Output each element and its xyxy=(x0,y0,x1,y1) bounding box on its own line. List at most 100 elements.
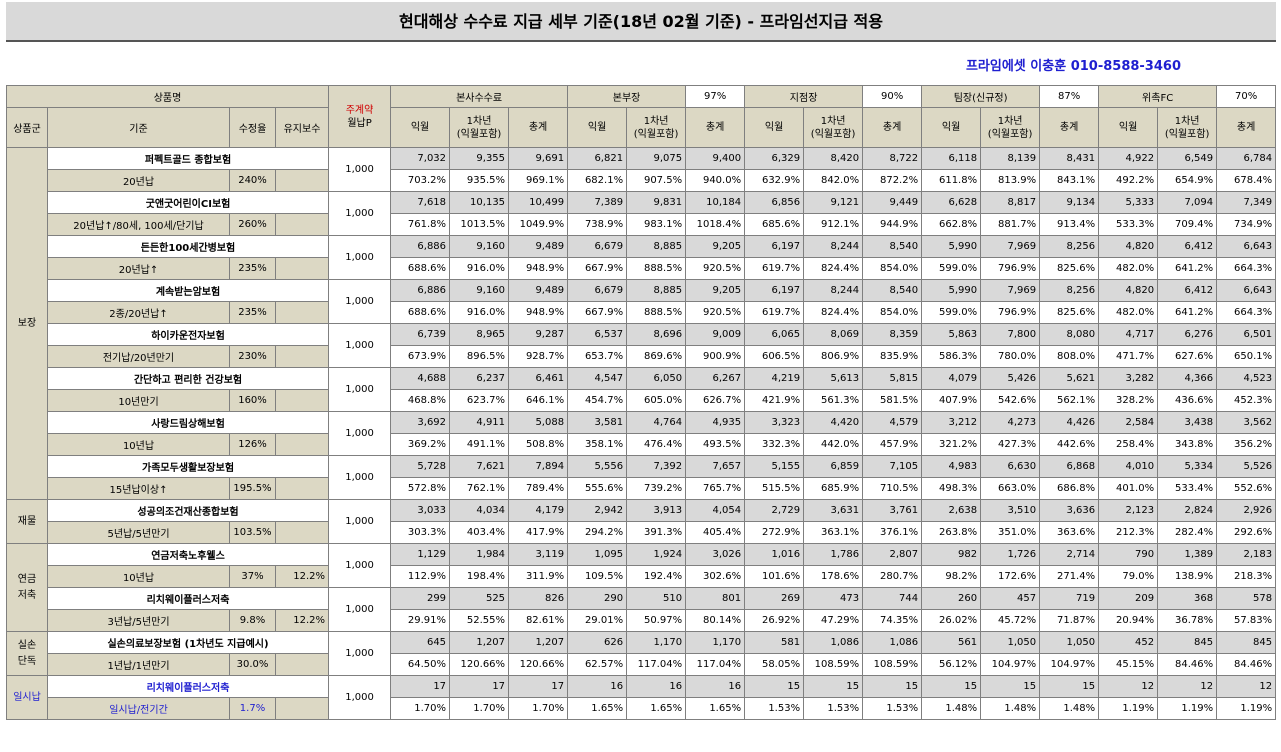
commission-pct: 108.59% xyxy=(803,653,864,676)
commission-value: 15 xyxy=(744,675,805,698)
product-name: 계속받는암보험 xyxy=(46,279,330,302)
product-pct-row: 1년납/1년만기 30.0% 64.50% 120.66% 120.66% 62.57% 1… xyxy=(7,653,1277,676)
commission-value: 6,197 xyxy=(744,279,805,302)
commission-value: 6,050 xyxy=(626,367,687,390)
commission-pct: 796.9% xyxy=(980,257,1041,280)
commission-pct: 302.6% xyxy=(685,565,746,588)
commission-pct: 813.9% xyxy=(980,169,1041,192)
monthly-premium: 1,000 xyxy=(328,499,392,544)
commission-value: 16 xyxy=(685,675,746,698)
commission-value: 4,820 xyxy=(1098,279,1159,302)
product-name: 실손의료보장보험 (1차년도 지급예시) xyxy=(46,631,330,654)
commission-pct: 843.1% xyxy=(1039,169,1100,192)
commission-pct: 533.4% xyxy=(1157,477,1218,500)
commission-value: 5,556 xyxy=(567,455,628,478)
correction-rate: 1.7% xyxy=(229,697,276,720)
commission-pct: 26.02% xyxy=(921,609,982,632)
commission-value: 4,034 xyxy=(449,499,510,522)
commission-pct: 710.5% xyxy=(862,477,923,500)
commission-value: 2,926 xyxy=(1216,499,1277,522)
commission-value: 5,088 xyxy=(508,411,569,434)
product-condition: 10년납 xyxy=(47,433,230,456)
commission-pct: 120.66% xyxy=(449,653,510,676)
maintenance-fee xyxy=(274,169,330,192)
commission-value: 12 xyxy=(1216,675,1277,698)
commission-value: 6,501 xyxy=(1216,323,1277,346)
commission-pct: 969.1% xyxy=(508,169,569,192)
commission-value: 7,969 xyxy=(980,235,1041,258)
commission-pct: 948.9% xyxy=(508,257,569,280)
commission-pct: 442.6% xyxy=(1039,433,1100,456)
maintenance-fee xyxy=(274,521,330,544)
commission-pct: 599.0% xyxy=(921,257,982,280)
subheader-cell: 1차년 (익월포함) xyxy=(803,107,864,148)
commission-pct: 1.53% xyxy=(803,697,864,720)
commission-value: 4,219 xyxy=(744,367,805,390)
commission-pct: 562.1% xyxy=(1039,389,1100,412)
commission-pct: 272.9% xyxy=(744,521,805,544)
commission-value: 5,526 xyxy=(1216,455,1277,478)
product-row: 굿앤굿어린이CI보험 1,000 7,618 10,135 10,499 7,389 9,8… xyxy=(7,191,1277,236)
commission-pct: 581.5% xyxy=(862,389,923,412)
commission-pct: 888.5% xyxy=(626,257,687,280)
commission-pct: 940.0% xyxy=(685,169,746,192)
commission-value: 744 xyxy=(862,587,923,610)
commission-value: 5,728 xyxy=(390,455,451,478)
commission-value: 9,205 xyxy=(685,235,746,258)
product-row: 리치웨이플러스저축 1,000 299 525 826 290 510 801 269 473 74… xyxy=(7,587,1277,632)
maintenance-fee: 12.2% xyxy=(274,609,330,632)
subheader-cell: 익월 xyxy=(921,107,982,148)
product-condition: 20년납 xyxy=(47,169,230,192)
commission-pct: 1.48% xyxy=(921,697,982,720)
commission-pct: 56.12% xyxy=(921,653,982,676)
commission-value: 1,726 xyxy=(980,543,1041,566)
commission-pct: 452.3% xyxy=(1216,389,1277,412)
subheader-cell: 총계 xyxy=(1216,107,1277,148)
product-row: 하이카운전자보험 1,000 6,739 8,965 9,287 6,537 8,696 9,… xyxy=(7,323,1277,368)
commission-pct: 64.50% xyxy=(390,653,451,676)
commission-value: 7,621 xyxy=(449,455,510,478)
product-condition: 일시납/전기간 xyxy=(47,697,230,720)
subheader-cell: 1차년 (익월포함) xyxy=(449,107,510,148)
correction-rate: 30.0% xyxy=(229,653,276,676)
commission-pct: 29.91% xyxy=(390,609,451,632)
correction-rate: 240% xyxy=(229,169,276,192)
commission-pct: 842.0% xyxy=(803,169,864,192)
commission-value: 1,095 xyxy=(567,543,628,566)
commission-pct: 586.3% xyxy=(921,345,982,368)
commission-pct: 427.3% xyxy=(980,433,1041,456)
subheader-cell: 총계 xyxy=(508,107,569,148)
commission-value: 510 xyxy=(626,587,687,610)
commission-pct: 1049.9% xyxy=(508,213,569,236)
commission-pct: 572.8% xyxy=(390,477,451,500)
commission-value: 209 xyxy=(1098,587,1159,610)
commission-value: 4,820 xyxy=(1098,235,1159,258)
commission-pct: 138.9% xyxy=(1157,565,1218,588)
commission-pct: 482.0% xyxy=(1098,301,1159,324)
commission-pct: 369.2% xyxy=(390,433,451,456)
commission-value: 7,618 xyxy=(390,191,451,214)
product-name: 연금저축노후웰스 xyxy=(46,543,330,566)
product-row: 일시납 리치웨이플러스저축 1,000 17 17 17 16 16 16 15 15 15 15 15 1… xyxy=(6,675,1277,720)
commission-value: 4,523 xyxy=(1216,367,1277,390)
commission-value: 6,412 xyxy=(1157,279,1218,302)
commission-pct: 854.0% xyxy=(862,257,923,280)
commission-value: 7,349 xyxy=(1216,191,1277,214)
commission-pct: 599.0% xyxy=(921,301,982,324)
maintenance-fee xyxy=(274,433,330,456)
commission-pct: 292.6% xyxy=(1216,521,1277,544)
commission-value: 6,643 xyxy=(1216,279,1277,302)
product-name: 가족모두생활보장보험 xyxy=(46,455,330,478)
commission-pct: 738.9% xyxy=(567,213,628,236)
commission-value: 3,282 xyxy=(1098,367,1159,390)
commission-value: 9,009 xyxy=(685,323,746,346)
group-header: 본부장 xyxy=(567,85,687,108)
correction-rate: 230% xyxy=(229,345,276,368)
commission-pct: 664.3% xyxy=(1216,257,1277,280)
commission-value: 8,244 xyxy=(803,279,864,302)
commission-value: 4,983 xyxy=(921,455,982,478)
commission-value: 12 xyxy=(1157,675,1218,698)
group-header: 위촉FC xyxy=(1098,85,1218,108)
commission-value: 3,692 xyxy=(390,411,451,434)
commission-value: 9,355 xyxy=(449,147,510,170)
